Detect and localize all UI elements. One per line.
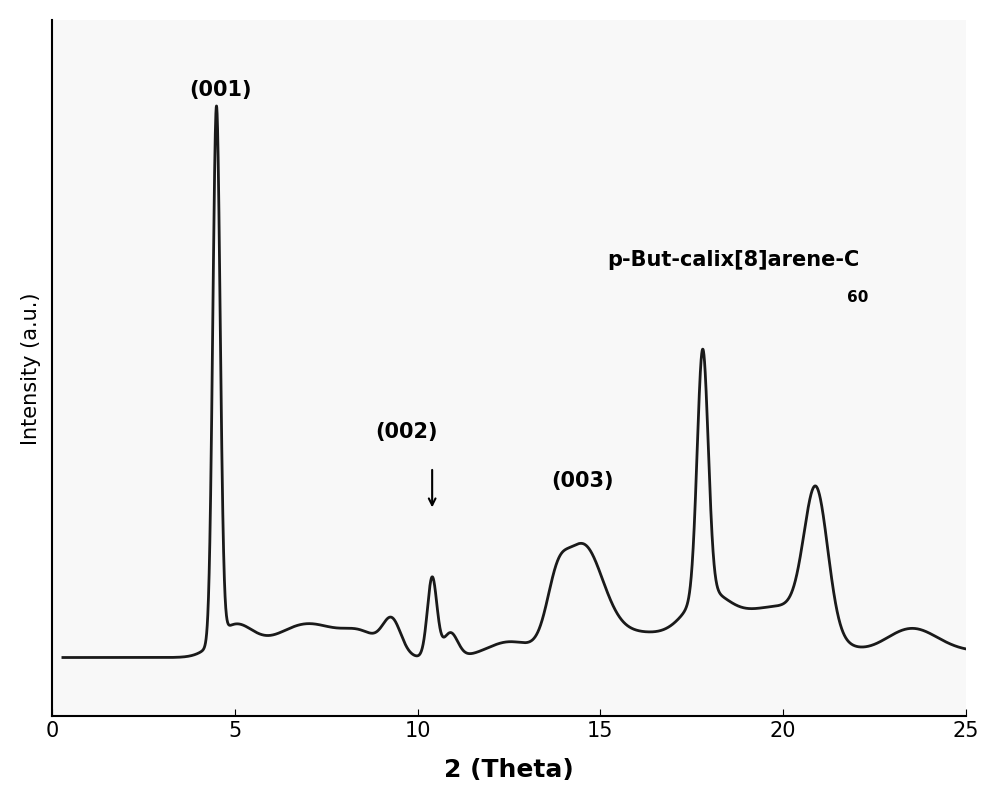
Text: (003): (003) [551,471,613,491]
Y-axis label: Intensity (a.u.): Intensity (a.u.) [21,292,41,444]
Text: 60: 60 [847,290,868,305]
Text: p-But-calix[8]arene-C: p-But-calix[8]arene-C [608,249,860,269]
X-axis label: 2 (Theta): 2 (Theta) [444,757,574,781]
Text: (002): (002) [375,421,438,441]
Text: (001): (001) [189,80,251,100]
